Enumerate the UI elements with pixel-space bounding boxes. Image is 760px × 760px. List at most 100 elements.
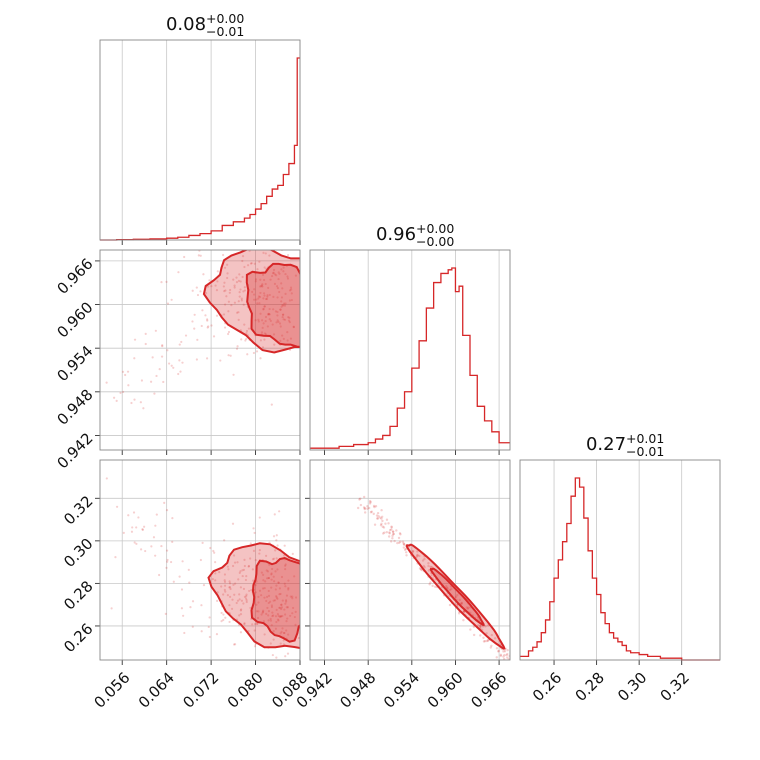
x-tick-label: 0.948 (336, 669, 379, 712)
sample-point (149, 380, 153, 383)
sample-point (381, 519, 384, 523)
sample-point (284, 602, 287, 605)
sample-point (241, 259, 244, 263)
sample-point (180, 340, 183, 344)
sample-point (277, 581, 280, 584)
sample-point (242, 587, 246, 591)
sample-point (188, 581, 191, 584)
sample-point (266, 241, 268, 243)
sample-point (284, 292, 287, 295)
sample-point (214, 284, 217, 287)
sample-point (255, 298, 258, 301)
sample-point (260, 613, 263, 616)
sample-point (282, 631, 286, 635)
sample-point (243, 286, 246, 289)
sample-point (285, 606, 288, 609)
sample-point (472, 625, 476, 628)
x-tick-label: 0.064 (135, 669, 178, 712)
sample-point (179, 370, 182, 373)
density-layer (105, 241, 300, 410)
sample-point (380, 515, 384, 518)
sample-point (450, 587, 453, 591)
sample-point (374, 505, 378, 508)
sample-point (287, 579, 290, 582)
sample-point (278, 322, 282, 325)
sample-point (199, 246, 201, 248)
sample-point (260, 331, 264, 334)
sample-point (261, 285, 264, 288)
sample-point (223, 290, 226, 293)
sample-point (237, 300, 240, 303)
sample-point (151, 356, 154, 359)
sample-point (166, 349, 169, 352)
sample-point (445, 586, 449, 590)
sample-point (385, 518, 389, 521)
sample-point (213, 551, 216, 554)
sample-point (200, 630, 203, 633)
sample-point (228, 580, 231, 583)
sample-point (506, 656, 509, 659)
sample-point (284, 585, 287, 588)
sample-point (216, 280, 219, 283)
sample-point (235, 281, 239, 284)
sample-point (206, 319, 209, 322)
sample-point (268, 307, 271, 311)
sample-point (493, 637, 497, 640)
sample-point (289, 337, 293, 340)
sample-point (258, 552, 261, 555)
sample-point (388, 528, 392, 532)
sample-point (229, 595, 232, 598)
sample-point (239, 613, 243, 616)
sample-point (280, 268, 283, 271)
panel-background (100, 40, 300, 240)
sample-point (275, 608, 278, 611)
panel-2-1 (305, 459, 511, 665)
sample-point (279, 325, 282, 328)
sample-point (369, 500, 372, 504)
sample-point (199, 290, 202, 293)
x-tick-label: 0.32 (657, 669, 693, 705)
sample-point (489, 646, 492, 649)
sample-point (249, 246, 251, 248)
sample-point (261, 319, 264, 322)
sample-point (262, 620, 265, 623)
sample-point (263, 587, 266, 590)
sample-point (247, 565, 250, 568)
sample-point (124, 373, 127, 377)
sample-point (267, 601, 270, 605)
y-tick-label: 0.26 (60, 620, 96, 656)
sample-point (137, 516, 140, 519)
sample-point (277, 581, 280, 584)
sample-point (288, 299, 291, 302)
sample-point (178, 343, 181, 346)
sample-point (380, 517, 383, 520)
sample-point (292, 606, 295, 610)
sample-point (163, 501, 166, 504)
sample-point (244, 578, 248, 582)
sample-point (418, 567, 422, 570)
sample-point (224, 289, 227, 292)
sample-point (294, 610, 297, 613)
sample-point (387, 535, 391, 538)
panel-background (520, 460, 720, 660)
sample-point (416, 553, 419, 557)
sample-point (215, 314, 219, 317)
sample-point (264, 252, 267, 255)
sample-point (502, 655, 505, 658)
sample-point (184, 334, 188, 337)
sample-point (390, 528, 393, 531)
sample-point (391, 534, 394, 538)
sample-point (161, 344, 164, 347)
sample-point (193, 313, 196, 316)
sample-point (446, 587, 449, 590)
x-tick-label: 0.056 (90, 669, 133, 712)
sample-point (140, 379, 144, 382)
y-tick-label: 0.32 (60, 492, 96, 528)
sample-point (276, 544, 279, 547)
sample-point (423, 557, 426, 561)
sample-point (391, 537, 394, 540)
sample-point (460, 602, 463, 605)
sample-point (283, 544, 286, 547)
sample-point (256, 268, 259, 271)
